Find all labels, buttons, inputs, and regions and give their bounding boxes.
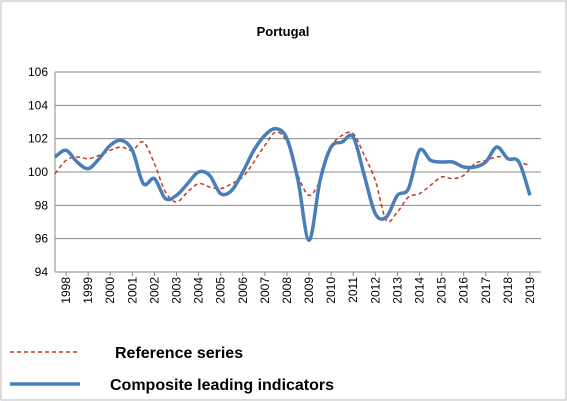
x-tick-label: 2011	[346, 277, 360, 303]
x-tick-label: 2014	[413, 277, 427, 304]
x-tick-label: 2005	[214, 277, 228, 304]
x-tick-label: 1998	[59, 277, 73, 304]
x-tick-label: 2019	[523, 277, 537, 304]
x-tick-label: 2002	[147, 277, 161, 304]
x-tick-label: 2018	[501, 277, 515, 304]
x-tick-label: 2009	[302, 277, 316, 304]
x-tick-label: 2010	[324, 277, 338, 304]
x-tick-label: 2006	[236, 277, 250, 304]
x-tick-label: 2016	[457, 277, 471, 304]
legend-label: Composite leading indicators	[110, 377, 334, 394]
x-tick-label: 2012	[368, 277, 382, 304]
x-tick-label: 2007	[258, 277, 272, 304]
x-tick-label: 2013	[390, 277, 404, 304]
y-tick-label: 102	[28, 132, 48, 146]
x-tick-label: 2003	[170, 277, 184, 304]
y-tick-label: 96	[35, 232, 49, 246]
series-line	[53, 126, 532, 243]
x-tick-label: 2001	[125, 277, 139, 304]
x-tick-label: 2004	[192, 277, 206, 304]
y-tick-label: 100	[28, 165, 48, 179]
y-tick-label: 94	[35, 265, 49, 279]
x-tick-label: 2008	[280, 277, 294, 304]
y-tick-label: 98	[35, 198, 49, 212]
x-tick-label: 1999	[81, 277, 95, 304]
y-tick-label: 106	[28, 65, 48, 79]
x-tick-label: 2000	[103, 277, 117, 304]
legend-label: Reference series	[115, 345, 243, 362]
x-tick-label: 2015	[435, 277, 449, 304]
chart-title: Portugal	[257, 24, 310, 39]
y-tick-label: 104	[28, 98, 48, 112]
x-tick-label: 2017	[479, 277, 493, 304]
